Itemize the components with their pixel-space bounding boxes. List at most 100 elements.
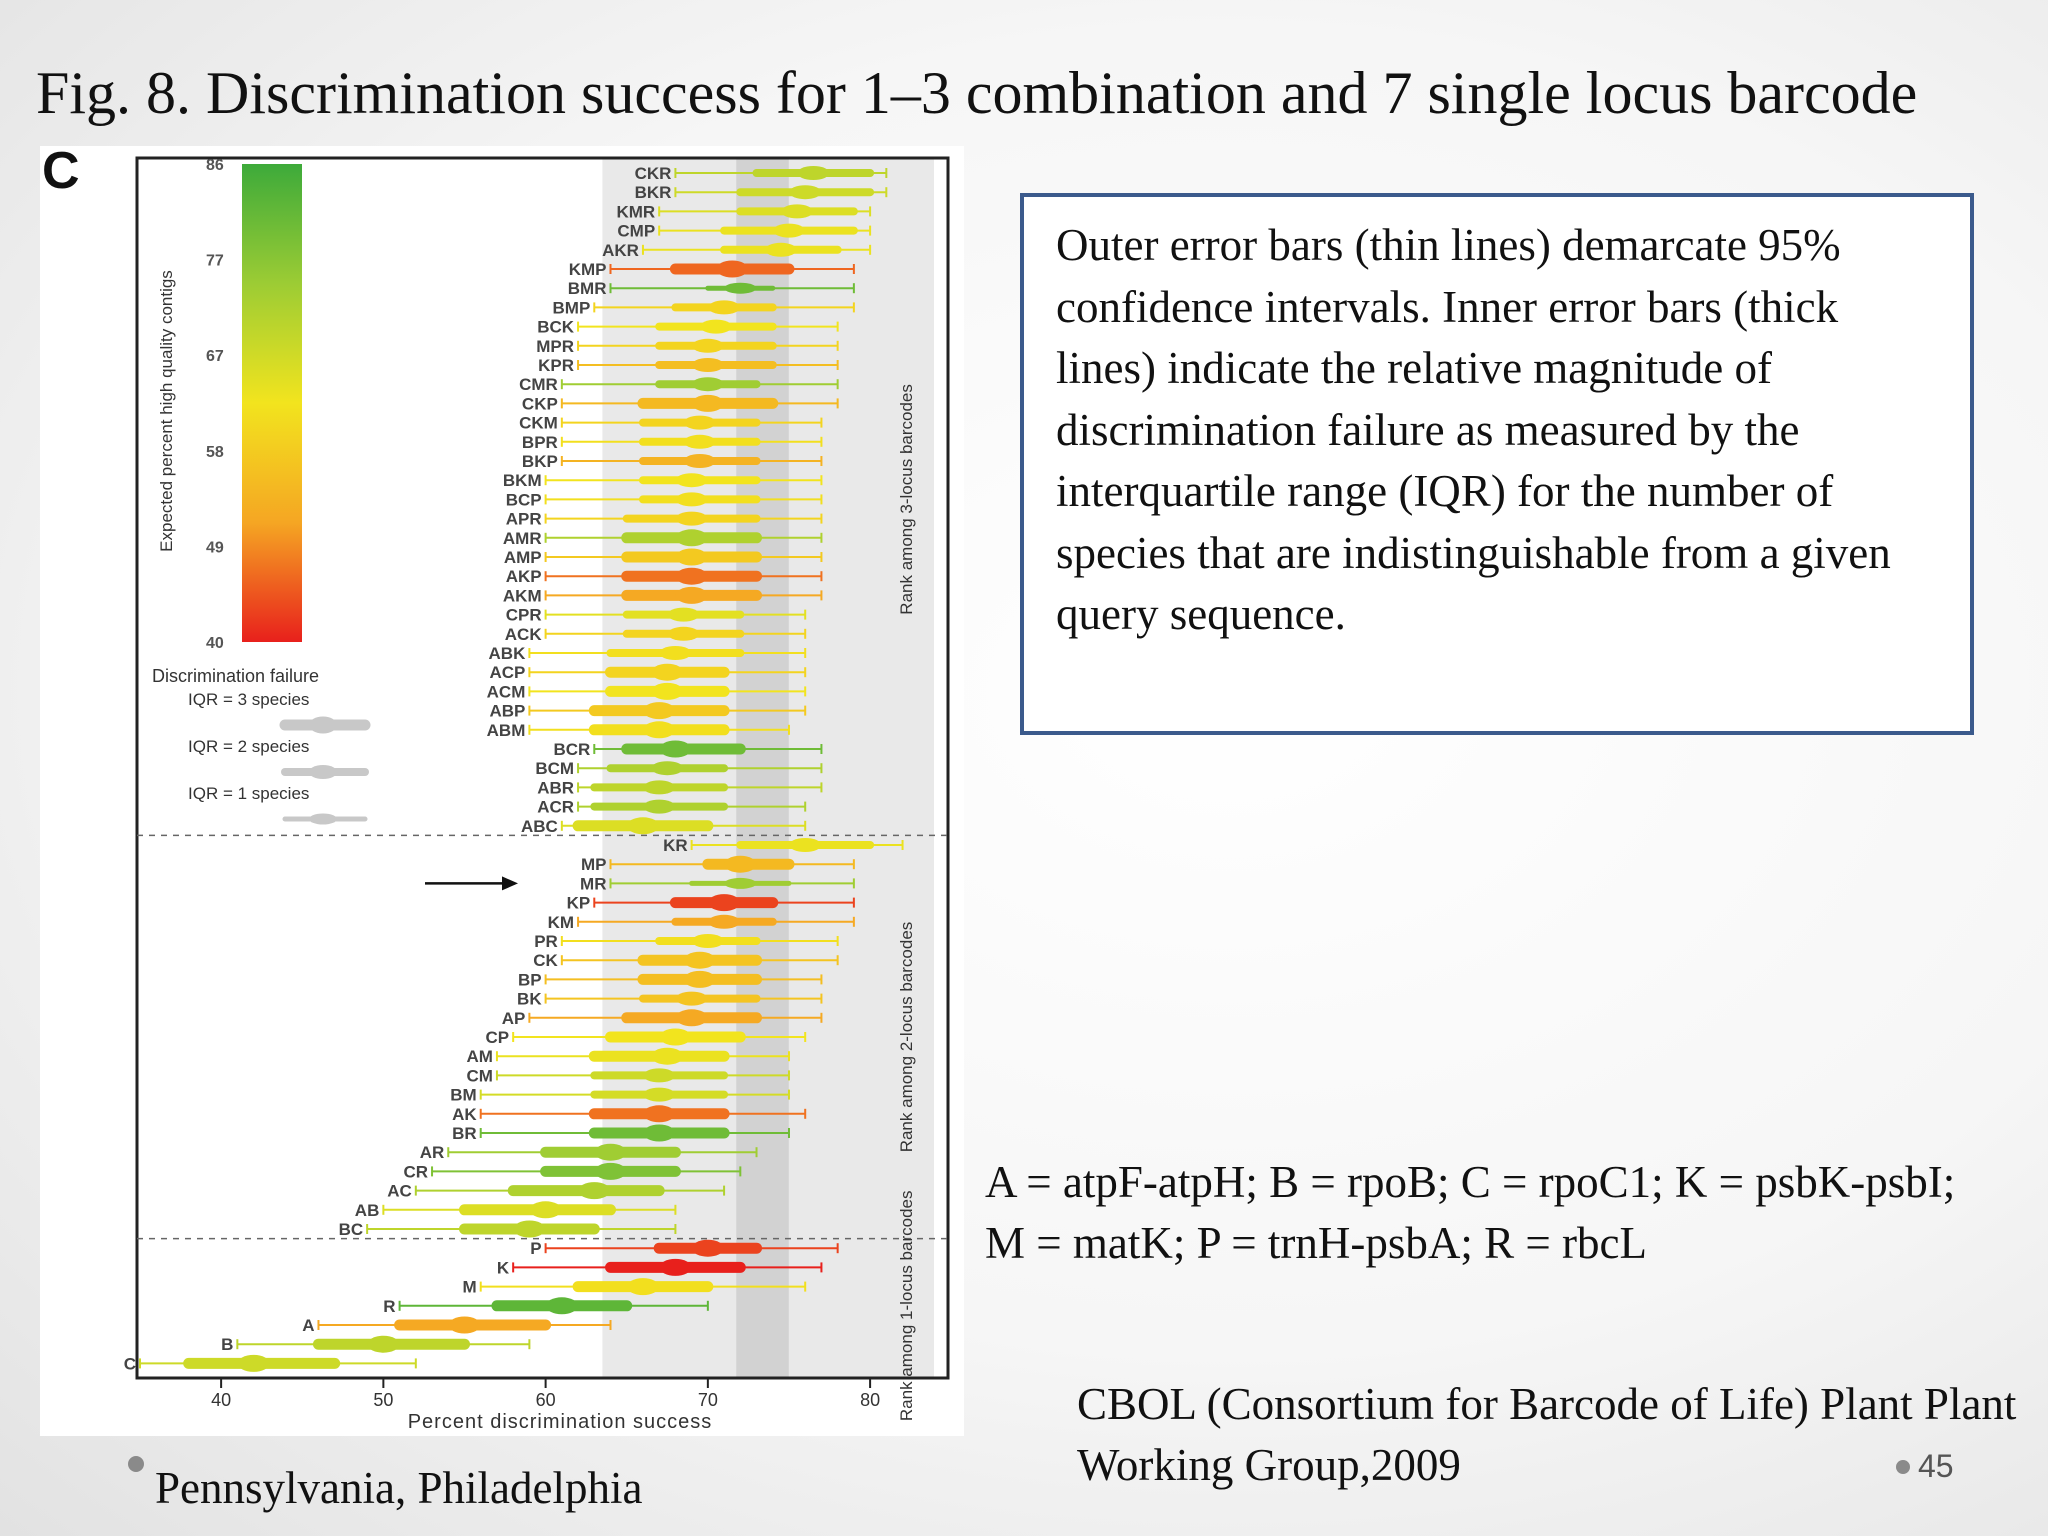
point-MR bbox=[724, 877, 757, 889]
row-label-CKM: CKM bbox=[519, 414, 558, 433]
point-BK bbox=[675, 991, 708, 1006]
row-label-CKR: CKR bbox=[635, 164, 672, 183]
point-BC bbox=[513, 1220, 546, 1238]
row-label-ABM: ABM bbox=[487, 721, 526, 740]
locus-abbreviation-legend: A = atpF-atpH; B = rpoB; C = rpoC1; K = … bbox=[985, 1157, 1956, 1268]
row-label-AB: AB bbox=[355, 1201, 380, 1220]
iqr-legend-dot bbox=[309, 765, 337, 779]
row-label-KPR: KPR bbox=[538, 356, 574, 375]
x-axis-label: Percent discrimination success bbox=[408, 1411, 713, 1433]
row-label-BKM: BKM bbox=[503, 471, 542, 490]
point-PR bbox=[691, 934, 724, 948]
point-BKR bbox=[789, 185, 822, 200]
row-label-CPR: CPR bbox=[506, 606, 542, 625]
row-label-BCP: BCP bbox=[506, 490, 542, 509]
row-label-BKR: BKR bbox=[635, 183, 672, 202]
point-ACP bbox=[651, 663, 684, 681]
row-label-BM: BM bbox=[450, 1086, 476, 1105]
point-ACM bbox=[651, 682, 684, 700]
x-tick-label: 80 bbox=[860, 1390, 880, 1410]
point-BM bbox=[643, 1087, 676, 1102]
row-label-ABC: ABC bbox=[521, 817, 558, 836]
row-label-BCR: BCR bbox=[553, 740, 590, 759]
point-MP bbox=[724, 855, 757, 873]
row-label-APR: APR bbox=[506, 510, 542, 529]
row-label-MP: MP bbox=[581, 855, 607, 874]
colorbar-tick-label: 40 bbox=[206, 635, 224, 652]
point-CKP bbox=[691, 394, 724, 412]
point-AM bbox=[651, 1047, 684, 1065]
x-tick-label: 70 bbox=[698, 1390, 718, 1410]
bullet-icon bbox=[128, 1456, 144, 1472]
row-label-ACM: ACM bbox=[487, 682, 526, 701]
colorbar-tick-label: 67 bbox=[206, 348, 224, 365]
row-label-CR: CR bbox=[403, 1162, 428, 1181]
row-label-BP: BP bbox=[518, 970, 542, 989]
point-ABM bbox=[643, 721, 676, 739]
row-label-K: K bbox=[497, 1258, 510, 1277]
row-label-MPR: MPR bbox=[536, 337, 574, 356]
row-label-B: B bbox=[221, 1335, 233, 1354]
iqr-legend-item: IQR = 3 species bbox=[188, 690, 309, 709]
row-label-R: R bbox=[383, 1297, 395, 1316]
row-label-BPR: BPR bbox=[522, 433, 558, 452]
point-CM bbox=[643, 1068, 676, 1083]
colorbar bbox=[242, 164, 302, 642]
arrow-head-icon bbox=[502, 876, 518, 891]
row-label-CKP: CKP bbox=[522, 394, 558, 413]
row-label-P: P bbox=[530, 1239, 541, 1258]
discrimination-chart: C 40 50 60 70 80 Percent discrimination succes… bbox=[42, 146, 950, 1433]
row-label-CMP: CMP bbox=[617, 222, 655, 241]
point-KM bbox=[708, 914, 741, 929]
group-label-2: Rank among 1-locus barcodes bbox=[897, 1191, 916, 1422]
point-AMR bbox=[675, 529, 708, 547]
point-CK bbox=[683, 951, 716, 969]
x-tick-label: 50 bbox=[373, 1390, 393, 1410]
row-label-CK: CK bbox=[533, 951, 558, 970]
colorbar-tick-label: 77 bbox=[206, 253, 224, 270]
row-label-AK: AK bbox=[452, 1105, 477, 1124]
row-label-AM: AM bbox=[466, 1047, 492, 1066]
point-ABC bbox=[626, 817, 659, 835]
row-label-MR: MR bbox=[580, 874, 606, 893]
point-BCM bbox=[651, 761, 684, 776]
point-ACK bbox=[667, 626, 700, 641]
page-bullet-icon bbox=[1896, 1460, 1910, 1474]
row-label-CM: CM bbox=[466, 1066, 492, 1085]
row-label-AMR: AMR bbox=[503, 529, 542, 548]
colorbar-label: Expected percent high quality contigs bbox=[157, 270, 176, 552]
point-CR bbox=[594, 1162, 627, 1180]
point-M bbox=[626, 1278, 659, 1296]
panel-label: C bbox=[42, 146, 80, 200]
point-R bbox=[545, 1297, 578, 1315]
point-BCK bbox=[699, 319, 732, 334]
row-label-BK: BK bbox=[517, 990, 542, 1009]
point-ABR bbox=[643, 780, 676, 795]
colorbar-tick-label: 58 bbox=[206, 444, 224, 461]
colorbar-tick-label: 86 bbox=[206, 157, 224, 174]
point-CMR bbox=[691, 377, 724, 392]
point-AC bbox=[578, 1182, 611, 1200]
iqr-legend-dot bbox=[309, 813, 337, 825]
row-label-AKM: AKM bbox=[503, 586, 542, 605]
point-ACR bbox=[643, 799, 676, 814]
slide-title: Fig. 8. Discrimination success for 1–3 c… bbox=[36, 60, 1918, 126]
row-label-ACK: ACK bbox=[505, 625, 543, 644]
point-AB bbox=[529, 1201, 562, 1219]
point-K bbox=[659, 1258, 692, 1276]
colorbar-tick-label: 49 bbox=[206, 539, 224, 556]
row-label-PR: PR bbox=[534, 932, 558, 951]
point-BMP bbox=[708, 300, 741, 315]
description-text: Outer error bars (thin lines) demarcate … bbox=[1056, 220, 1891, 639]
row-label-AKR: AKR bbox=[602, 241, 639, 260]
row-label-KM: KM bbox=[548, 913, 574, 932]
row-label-KMR: KMR bbox=[616, 202, 655, 221]
row-label-AKP: AKP bbox=[506, 567, 542, 586]
point-AKP bbox=[675, 567, 708, 585]
point-MPR bbox=[691, 338, 724, 353]
row-label-BR: BR bbox=[452, 1124, 477, 1143]
point-BR bbox=[643, 1124, 676, 1142]
point-KR bbox=[789, 838, 822, 852]
point-BMR bbox=[724, 282, 757, 294]
row-label-KMP: KMP bbox=[569, 260, 607, 279]
